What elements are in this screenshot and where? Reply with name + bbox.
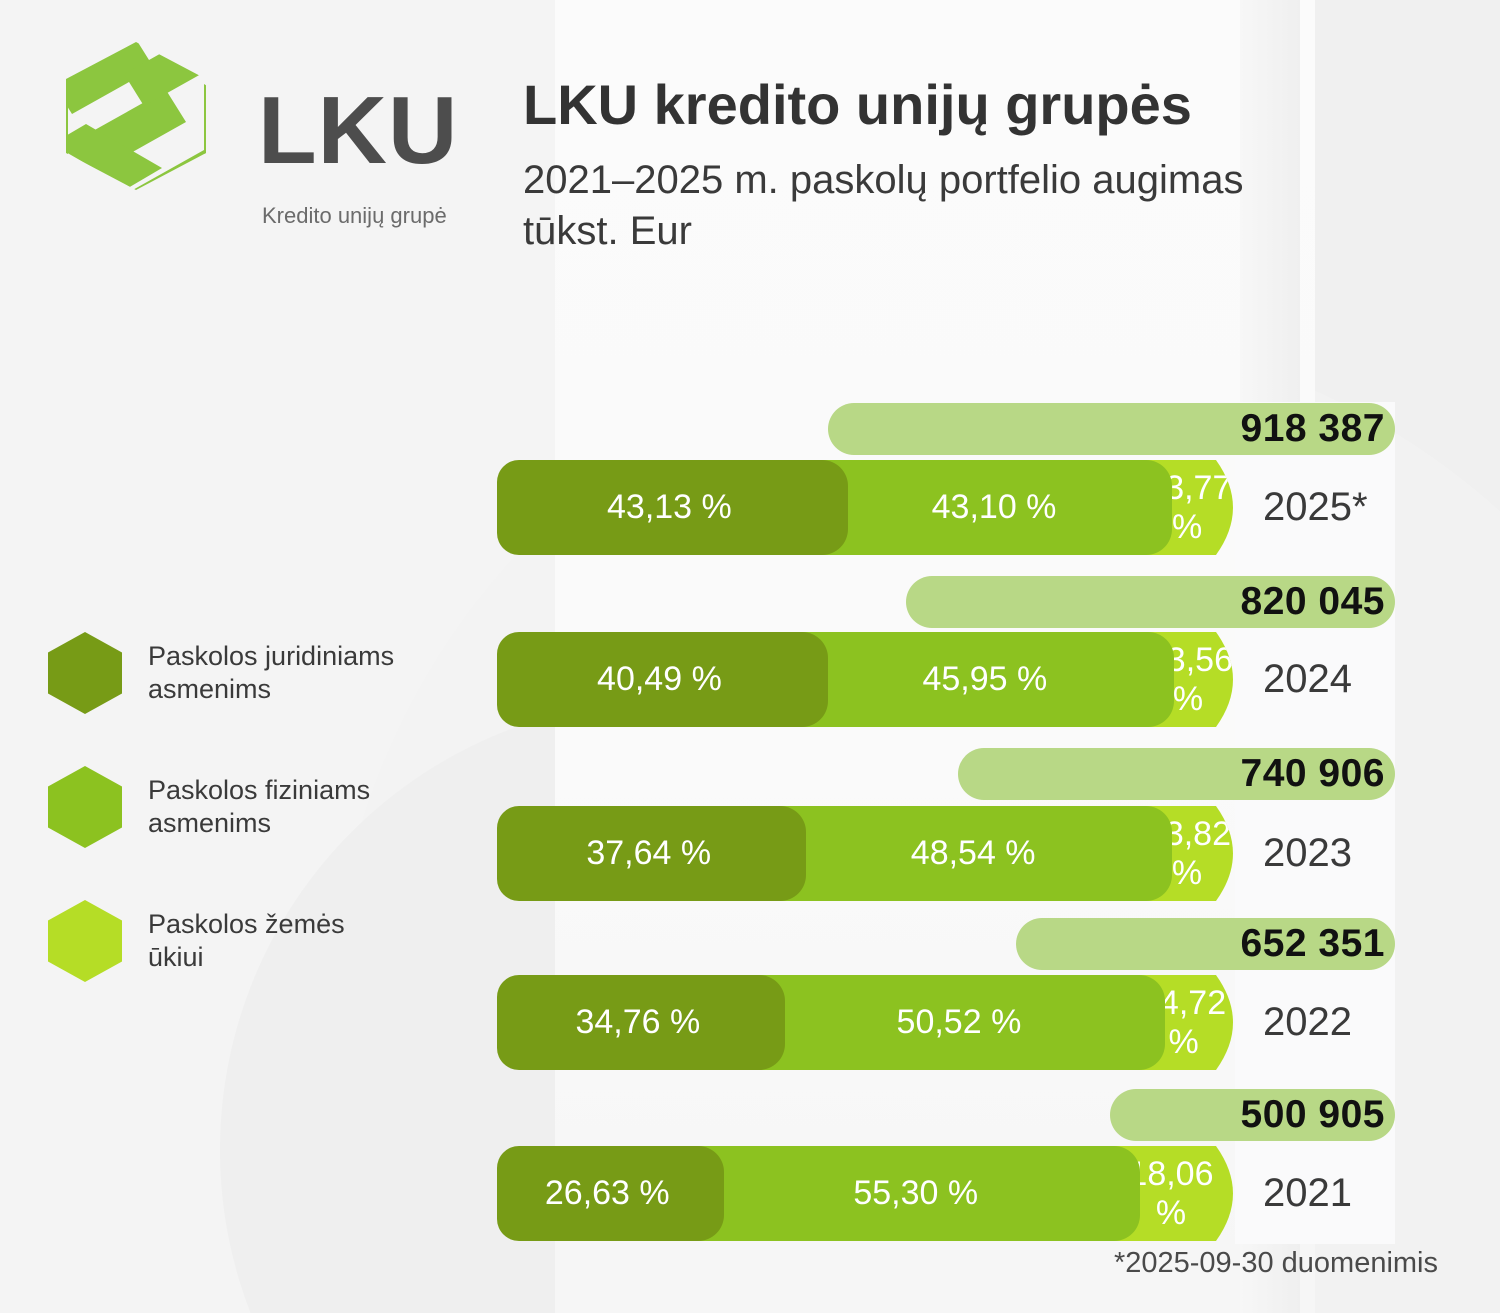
- segment-percent-label: 50,52 %: [896, 1003, 1022, 1041]
- segment-legal: 26,63 %: [497, 1146, 724, 1241]
- chart-legend: Paskolos juridiniams asmenims Paskolos f…: [48, 632, 478, 1034]
- segment-percent-label: 40,49 %: [597, 660, 722, 698]
- legend-item-legal: Paskolos juridiniams asmenims: [48, 632, 478, 714]
- stacked-bar: 40,49 % 45,95 % 13,56 %: [497, 632, 1250, 727]
- total-value-label: 652 351: [1240, 922, 1385, 965]
- total-value-label: 820 045: [1240, 580, 1385, 623]
- legend-item-label: Paskolos fiziniams asmenims: [148, 774, 370, 840]
- footnote: *2025-09-30 duomenimis: [1113, 1247, 1438, 1279]
- year-label: 2023: [1263, 831, 1352, 875]
- page-title: LKU kredito unijų grupės: [523, 73, 1192, 136]
- year-label: 2021: [1263, 1171, 1352, 1215]
- hexagon-swatch-icon: [48, 632, 122, 714]
- legend-item-natural: Paskolos fiziniams asmenims: [48, 766, 478, 848]
- legend-label-line1: Paskolos fiziniams: [148, 775, 371, 806]
- segment-percent-label: 26,63 %: [544, 1174, 670, 1212]
- segment-percent-label: 48,54 %: [910, 834, 1036, 872]
- segment-percent-label: 55,30 %: [853, 1174, 979, 1212]
- legend-item-label: Paskolos žemės ūkiui: [148, 908, 345, 974]
- segment-natural: 45,95 %: [801, 632, 1174, 727]
- year-label: 2022: [1263, 1000, 1352, 1044]
- legend-label-line2: asmenims: [148, 808, 272, 838]
- lku-hexagon-weave-logo-icon: [62, 40, 210, 192]
- page-subtitle-line1: 2021–2025 m. paskolų portfelio augimas: [523, 158, 1244, 202]
- stacked-bar: 43,13 % 43,10 % 13,77 %: [497, 460, 1250, 555]
- hexagon-swatch-icon: [48, 900, 122, 982]
- segment-percent-label: 34,76 %: [575, 1003, 701, 1041]
- total-value-label: 918 387: [1240, 407, 1385, 450]
- segment-percent-label: 43,13 %: [607, 488, 732, 526]
- year-label: 2025*: [1263, 485, 1368, 529]
- total-bar: 820 045: [906, 576, 1395, 628]
- segment-legal: 40,49 %: [497, 632, 828, 727]
- segment-natural: 55,30 %: [697, 1146, 1140, 1241]
- stacked-bar: 26,63 % 55,30 % 18,06 %: [497, 1146, 1250, 1241]
- legend-label-line2: asmenims: [148, 674, 272, 704]
- year-label: 2024: [1263, 657, 1352, 701]
- legend-item-label: Paskolos juridiniams asmenims: [148, 640, 394, 706]
- legend-item-agriculture: Paskolos žemės ūkiui: [48, 900, 478, 982]
- total-bar: 500 905: [1110, 1089, 1395, 1141]
- total-bar: 740 906: [958, 748, 1395, 800]
- total-bar: 918 387: [828, 403, 1395, 455]
- segment-natural: 48,54 %: [780, 806, 1172, 901]
- stacked-bar: 34,76 % 50,52 % 14,72 %: [497, 975, 1250, 1070]
- total-bar: 652 351: [1016, 918, 1395, 970]
- segment-legal: 34,76 %: [497, 975, 785, 1070]
- segment-percent-label: 43,10 %: [931, 488, 1057, 526]
- segment-natural: 50,52 %: [758, 975, 1166, 1070]
- logo-wordmark: LKU: [258, 77, 459, 184]
- segment-legal: 37,64 %: [497, 806, 807, 901]
- segment-legal: 43,13 %: [497, 460, 848, 555]
- page-subtitle-line2: tūkst. Eur: [523, 209, 692, 254]
- legend-label-line2: ūkiui: [148, 942, 204, 972]
- legend-label-line1: Paskolos juridiniams: [148, 641, 395, 672]
- segment-percent-label: 45,95 %: [922, 660, 1048, 698]
- brand-logo: LKU Kredito unijų grupė: [62, 40, 462, 228]
- legend-label-line1: Paskolos žemės: [148, 909, 345, 940]
- segment-percent-label: 18,06 %: [1128, 1154, 1214, 1232]
- total-value-label: 740 906: [1240, 752, 1385, 795]
- segment-natural: 43,10 %: [821, 460, 1173, 555]
- hexagon-swatch-icon: [48, 766, 122, 848]
- page-subtitle: 2021–2025 m. paskolų portfelio augimas t…: [523, 155, 1423, 257]
- segment-percent-label: 37,64 %: [586, 834, 712, 872]
- total-value-label: 500 905: [1240, 1093, 1385, 1136]
- stacked-bar: 37,64 % 48,54 % 13,82 %: [497, 806, 1250, 901]
- logo-tagline: Kredito unijų grupė: [262, 203, 447, 228]
